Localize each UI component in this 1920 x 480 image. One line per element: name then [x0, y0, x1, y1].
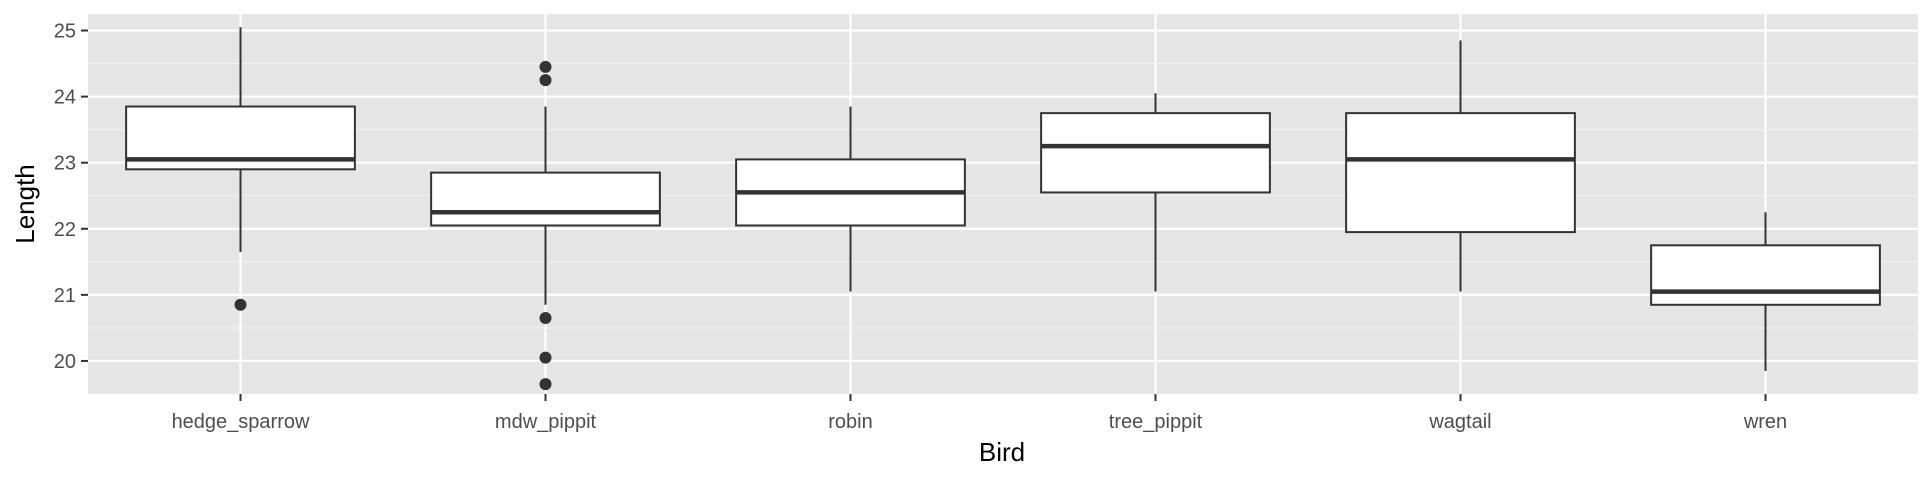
box-iqr	[430, 171, 661, 227]
y-axis: 20 21 22 23 24 25	[54, 21, 88, 373]
x-axis: hedge_sparrow mdw_pippit robin tree_pippit w…	[172, 394, 1787, 433]
box-wagtail	[1345, 40, 1576, 292]
x-tick-label: hedge_sparrow	[172, 411, 310, 433]
box-robin	[735, 106, 966, 292]
box-hedge_sparrow	[125, 27, 356, 311]
x-tick-label: tree_pippit	[1109, 411, 1203, 433]
y-axis-title: Length	[10, 164, 40, 244]
x-axis-title: Bird	[979, 437, 1025, 467]
x-tick-label: mdw_pippit	[495, 411, 597, 433]
outlier-point	[539, 312, 552, 324]
y-tick-label: 23	[54, 153, 76, 175]
y-tick-label: 22	[54, 219, 76, 241]
x-tick-label: robin	[828, 411, 872, 433]
y-tick-label: 20	[54, 351, 76, 373]
plot-panel	[88, 14, 1918, 394]
outlier-point	[539, 351, 552, 364]
box-tree_pippit	[1040, 93, 1271, 292]
box-series	[125, 27, 1881, 391]
outlier-point	[539, 60, 552, 73]
outlier-point	[234, 298, 247, 311]
y-tick-label: 25	[54, 21, 76, 43]
box-iqr	[1650, 244, 1881, 306]
y-tick-label: 21	[54, 285, 76, 307]
box-mdw_pippit	[430, 60, 661, 391]
x-tick-label: wren	[1743, 411, 1787, 433]
outlier-point	[539, 378, 552, 391]
box-iqr	[1345, 112, 1576, 234]
box-iqr	[1040, 112, 1271, 194]
outlier-point	[539, 74, 552, 87]
box-wren	[1650, 212, 1881, 371]
x-tick-label: wagtail	[1428, 411, 1491, 433]
y-tick-label: 24	[54, 87, 76, 109]
